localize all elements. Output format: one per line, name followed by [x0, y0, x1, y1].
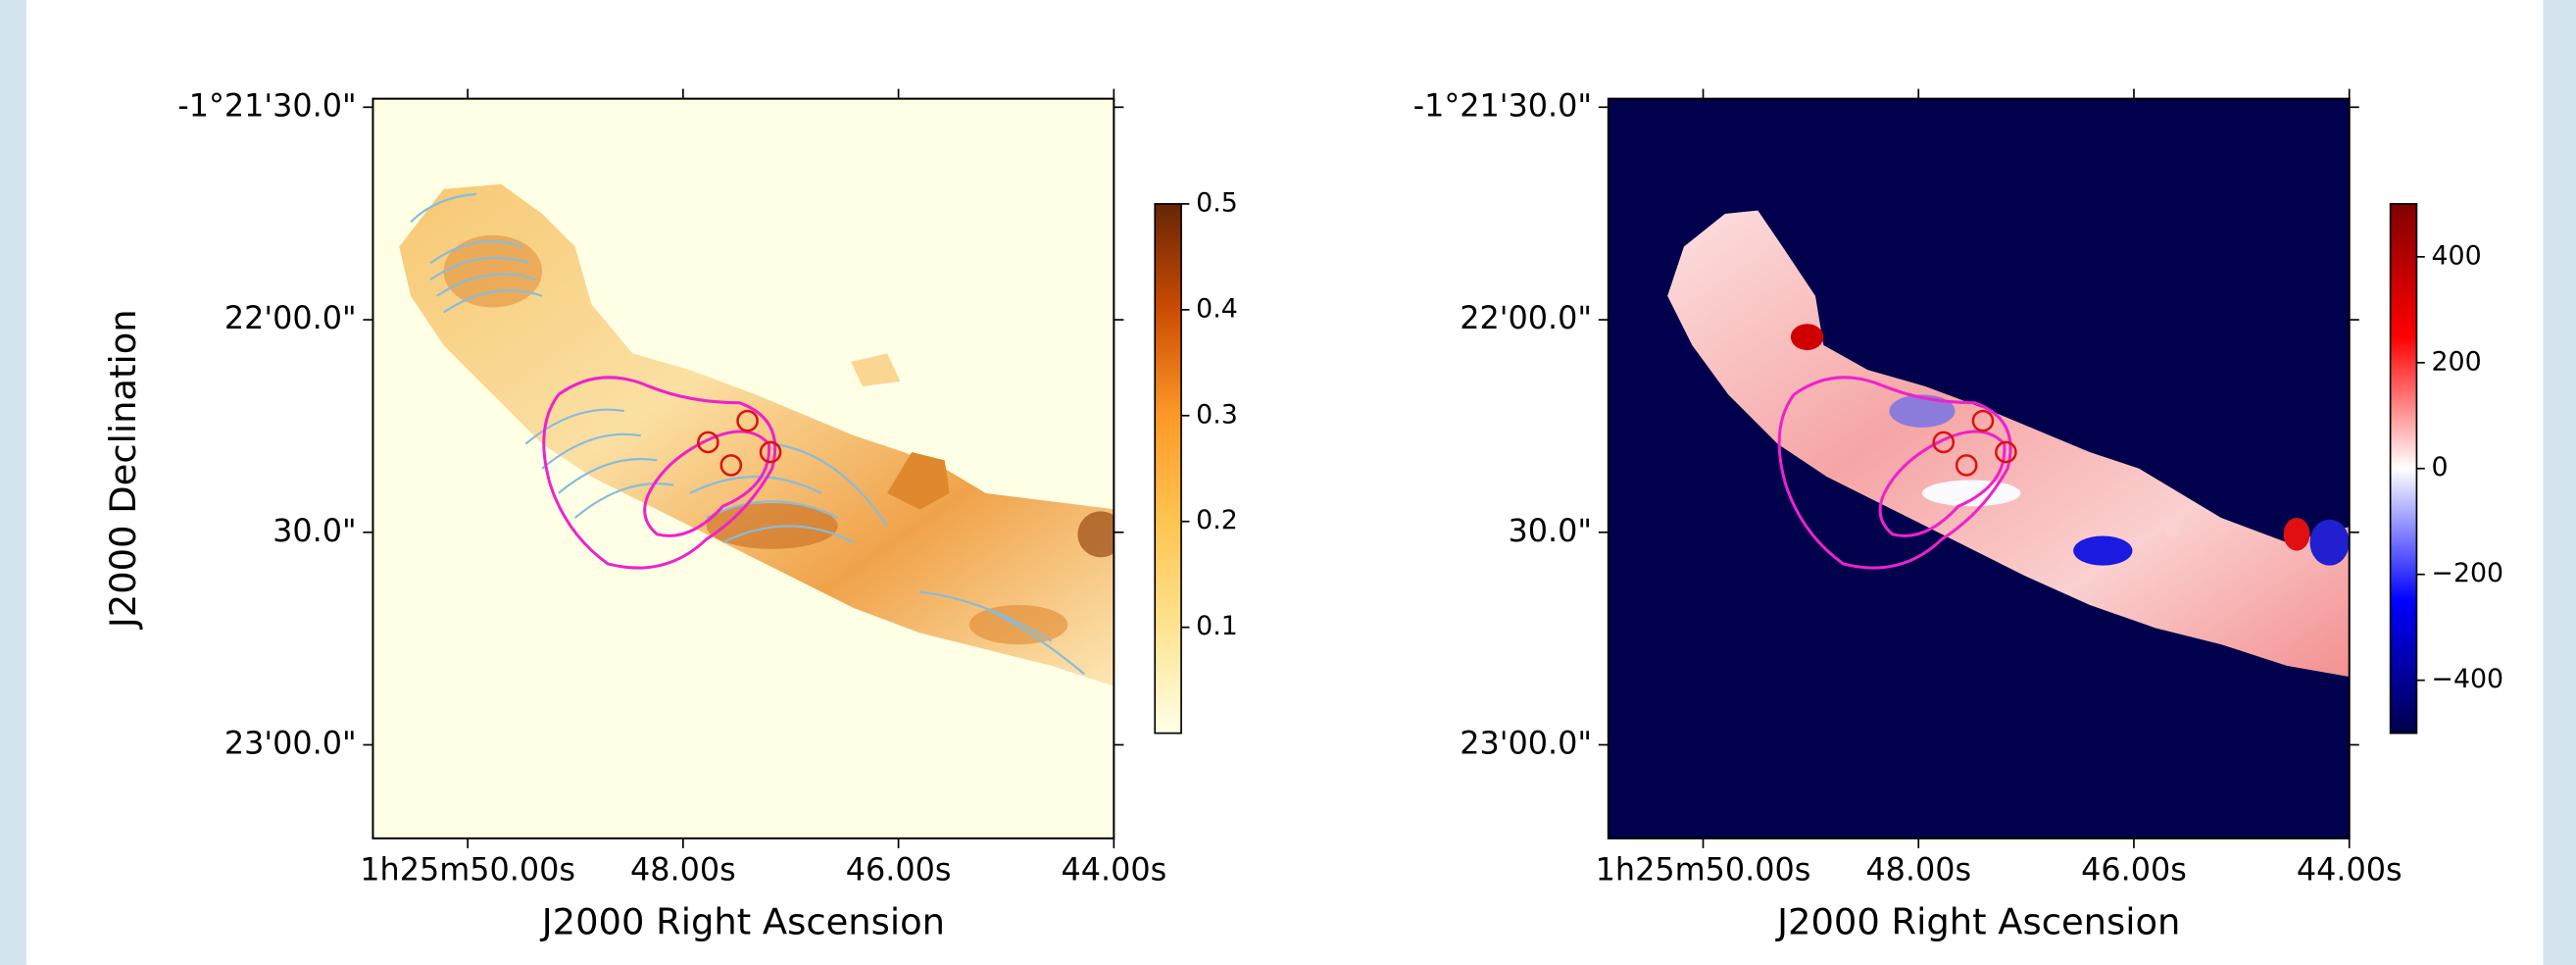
y-tick-label: -1°21'30.0": [177, 86, 356, 124]
axes-frame: [372, 97, 1115, 839]
y-axis-label: J2000 Declination: [102, 309, 144, 630]
x-axis-label: J2000 Right Ascension: [1775, 901, 2180, 943]
y-tick-label: 23'00.0": [224, 724, 357, 761]
y-tick-label: 30.0": [1509, 512, 1593, 549]
x-tick-label: 44.00s: [2297, 850, 2403, 888]
colorbar-tick-label: 0.5: [1196, 187, 1238, 218]
colorbar-tick-label: 0.2: [1196, 505, 1238, 535]
colorbar-tick-label: 0: [2432, 452, 2449, 482]
x-tick-label: 46.00s: [846, 850, 952, 888]
y-tick-label: -1°21'30.0": [1413, 86, 1592, 124]
colorbar-tick-label: −200: [2432, 558, 2504, 588]
x-tick-label: 48.00s: [630, 850, 736, 888]
x-tick-label: 1h25m50.00s: [360, 850, 575, 888]
y-tick-label: 30.0": [272, 512, 357, 549]
colorbar-tick-label: 400: [2432, 240, 2482, 271]
x-tick-label: 46.00s: [2081, 850, 2187, 888]
x-tick-label: 48.00s: [1865, 850, 1971, 888]
colorbar: [1154, 203, 1182, 735]
map-right: [1608, 98, 2350, 838]
x-tick-label: 1h25m50.00s: [1596, 850, 1811, 888]
colorbar-tick-label: −400: [2432, 664, 2504, 694]
colorbar: [2389, 203, 2418, 735]
map-left: [372, 98, 1115, 838]
y-tick-label: 23'00.0": [1460, 724, 1592, 761]
x-axis-label: J2000 Right Ascension: [540, 901, 945, 943]
colorbar-tick-label: 0.4: [1196, 293, 1238, 324]
colorbar-tick-label: 0.3: [1196, 399, 1238, 430]
y-tick-label: 22'00.0": [1460, 299, 1592, 336]
x-tick-label: 44.00s: [1061, 850, 1166, 888]
colorbar-tick-label: 200: [2432, 346, 2482, 377]
y-tick-label: 22'00.0": [224, 299, 357, 336]
colorbar-tick-label: 0.1: [1196, 611, 1238, 641]
axes-frame: [1607, 97, 2351, 839]
